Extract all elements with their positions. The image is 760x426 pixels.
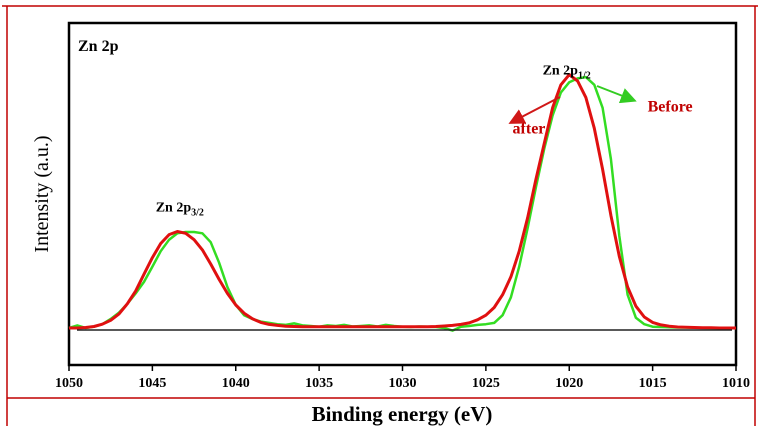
peak-label-zn2p12-sub: 1/2 (578, 71, 591, 82)
annotation-before: Before (648, 99, 693, 116)
x-tick-label: 1050 (55, 376, 83, 391)
plot-area (67, 21, 738, 367)
peak-label-zn2p12: Zn 2p1/2 (543, 64, 591, 82)
x-axis-title: Binding energy (eV) (312, 402, 493, 426)
chart-title: Zn 2p (78, 38, 119, 55)
series-layer (68, 73, 736, 332)
before-arrow (596, 85, 637, 104)
x-tick-label: 1040 (222, 376, 250, 391)
peak-label-zn2p32: Zn 2p3/2 (156, 201, 204, 219)
peak-label-zn2p12-text: Zn 2p (543, 64, 579, 79)
x-ticks: 1050 1045 1040 1035 1030 1025 1020 1015 1010 (55, 365, 750, 391)
peak-label-zn2p32-text: Zn 2p (156, 201, 192, 216)
peak-label-zn2p32-sub: 3/2 (191, 208, 204, 219)
x-tick-label: 1015 (639, 376, 667, 391)
x-tick-label: 1030 (389, 376, 417, 391)
x-tick-label: 1010 (722, 376, 750, 391)
series-line-after (69, 73, 736, 330)
x-tick-label: 1045 (138, 376, 166, 391)
after-arrow (508, 96, 561, 124)
x-tick-label: 1025 (472, 376, 500, 391)
annotation-after: after (513, 120, 546, 137)
x-tick-label: 1035 (305, 376, 333, 391)
x-tick-label: 1020 (555, 376, 583, 391)
y-axis-title: Intensity (a.u.) (31, 135, 53, 252)
